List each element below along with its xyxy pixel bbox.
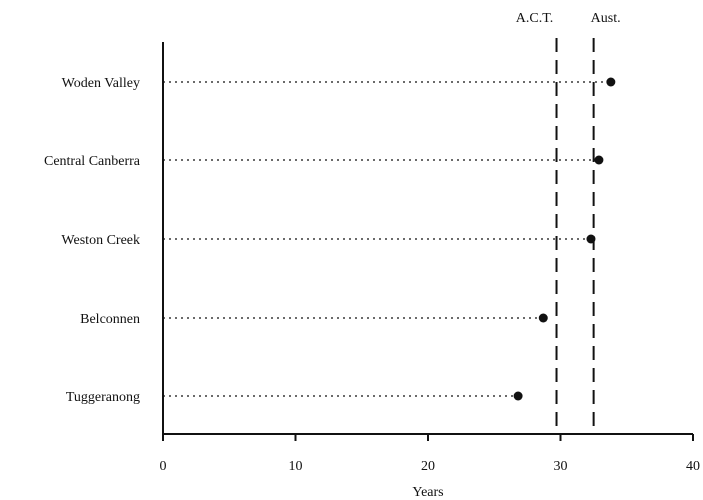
data-point	[513, 391, 523, 401]
reference-labels: A.C.T. Aust.	[516, 11, 621, 26]
x-tick-label: 10	[289, 459, 303, 474]
x-tick-label: 40	[686, 459, 700, 474]
x-axis-ticks: 0 10 20 30 40	[160, 434, 700, 474]
data-point	[606, 77, 616, 87]
category-label: Woden Valley	[62, 76, 140, 91]
reference-label: Aust.	[591, 11, 621, 26]
leader-lines	[163, 81, 611, 397]
data-point	[594, 155, 604, 165]
data-points	[513, 77, 616, 401]
x-axis-title: Years	[412, 485, 443, 500]
axes	[162, 42, 693, 435]
category-label: Central Canberra	[44, 154, 141, 169]
x-tick-label: 30	[554, 459, 568, 474]
category-label: Belconnen	[80, 312, 140, 327]
category-label: Weston Creek	[61, 233, 140, 248]
data-point	[538, 313, 548, 323]
x-tick-label: 20	[421, 459, 435, 474]
data-point	[586, 234, 596, 244]
reference-label: A.C.T.	[516, 11, 553, 26]
category-label: Tuggeranong	[66, 390, 140, 405]
reference-lines	[555, 38, 595, 426]
x-tick-label: 0	[160, 459, 167, 474]
category-labels: Woden Valley Central Canberra Weston Creek…	[44, 76, 141, 405]
